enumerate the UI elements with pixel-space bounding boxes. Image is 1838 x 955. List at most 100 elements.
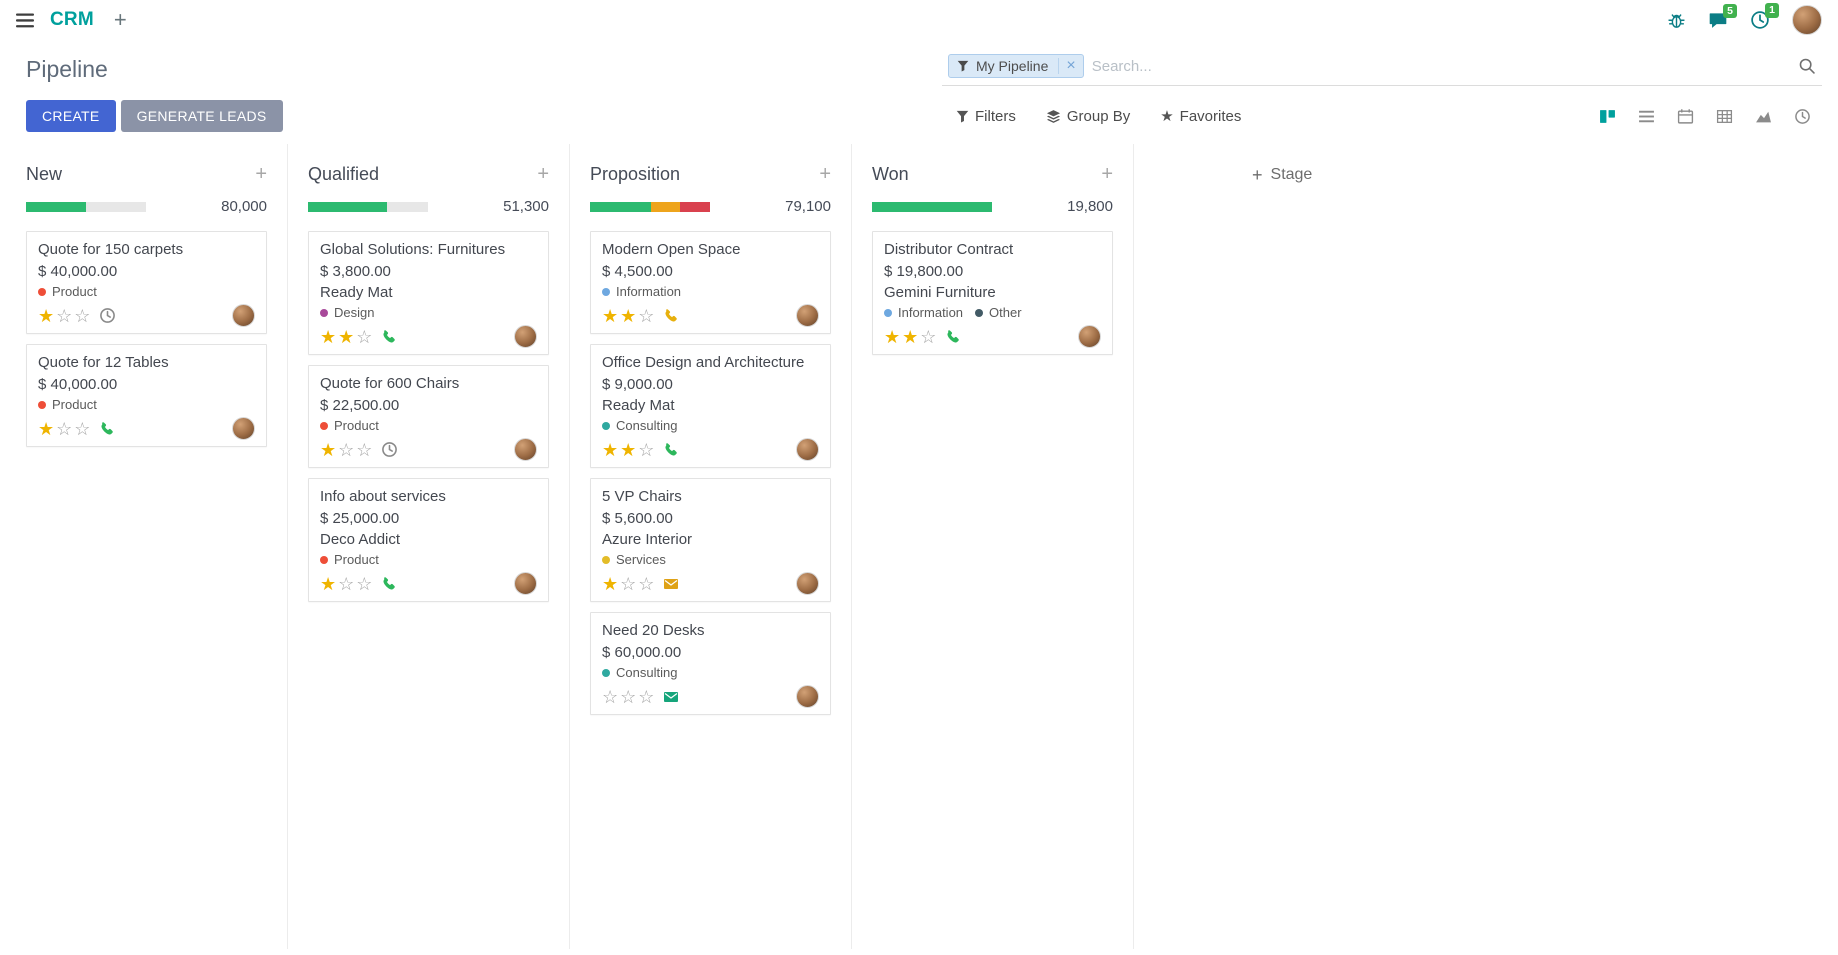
priority-star-icon[interactable]: ★ [38, 305, 55, 326]
add-stage-button[interactable]: + Stage [1252, 166, 1312, 184]
column-quick-create-icon[interactable]: + [1101, 163, 1113, 185]
column-progressbar[interactable] [308, 201, 428, 212]
kanban-card[interactable]: Info about services $ 25,000.00 Deco Addic… [308, 478, 549, 602]
phone-icon[interactable] [945, 329, 961, 345]
priority-star-icon[interactable]: ★ [902, 326, 919, 347]
progress-segment [308, 201, 388, 212]
priority-star-icon[interactable]: ☆ [638, 573, 655, 594]
priority-star-icon[interactable]: ☆ [74, 305, 91, 326]
phone-icon[interactable] [663, 442, 679, 458]
graph-view-button[interactable] [1744, 103, 1783, 130]
filters-menu[interactable]: Filters [956, 108, 1016, 125]
favorites-menu[interactable]: ★ Favorites [1160, 108, 1241, 125]
tag-label: Product [52, 284, 97, 299]
kanban-card[interactable]: Quote for 150 carpets $ 40,000.00 Product ★… [26, 231, 267, 334]
list-view-button[interactable] [1627, 103, 1666, 130]
tag-label: Product [334, 418, 379, 433]
priority-star-icon[interactable]: ☆ [602, 686, 619, 707]
kanban-card[interactable]: Distributor Contract $ 19,800.00 Gemini Fu… [872, 231, 1113, 355]
priority-star-icon[interactable]: ☆ [356, 573, 373, 594]
card-footer: ★ ☆ ☆ [38, 304, 255, 327]
clock-icon[interactable] [99, 307, 116, 324]
column-progress-row: 19,800 [872, 198, 1113, 215]
priority-star-icon[interactable]: ☆ [56, 305, 73, 326]
clock-icon[interactable] [381, 441, 398, 458]
priority-star-icon[interactable]: ★ [602, 439, 619, 460]
priority-star-icon[interactable]: ☆ [338, 439, 355, 460]
priority-star-icon[interactable]: ★ [602, 573, 619, 594]
priority-star-icon[interactable]: ★ [620, 439, 637, 460]
priority-star-icon[interactable]: ★ [884, 326, 901, 347]
phone-icon[interactable] [663, 308, 679, 324]
priority-star-icon[interactable]: ★ [620, 305, 637, 326]
priority-stars: ☆ ☆ ☆ [602, 688, 654, 706]
progress-segment [26, 201, 86, 212]
kanban-view-button[interactable] [1588, 103, 1627, 130]
priority-star-icon[interactable]: ☆ [638, 686, 655, 707]
column-quick-create-icon[interactable]: + [819, 163, 831, 185]
priority-star-icon[interactable]: ☆ [356, 326, 373, 347]
calendar-view-button[interactable] [1666, 103, 1705, 130]
priority-star-icon[interactable]: ☆ [620, 573, 637, 594]
column-progressbar[interactable] [590, 201, 710, 212]
priority-star-icon[interactable]: ☆ [638, 439, 655, 460]
generate-leads-button[interactable]: GENERATE LEADS [120, 100, 283, 132]
salesperson-avatar [1078, 325, 1101, 348]
priority-star-icon[interactable]: ☆ [74, 418, 91, 439]
hamburger-menu-icon[interactable] [16, 13, 34, 28]
column-header: Won + [872, 164, 1113, 185]
tag-color-dot [320, 308, 328, 317]
search-icon[interactable] [1798, 57, 1816, 75]
activity-view-button[interactable] [1783, 103, 1822, 130]
app-name[interactable]: CRM [50, 9, 94, 30]
pivot-view-button[interactable] [1705, 103, 1744, 130]
add-icon[interactable]: + [113, 7, 127, 32]
column-progressbar[interactable] [26, 201, 146, 212]
page-title: Pipeline [26, 55, 108, 82]
kanban-card[interactable]: Office Design and Architecture $ 9,000.00… [590, 344, 831, 468]
kanban-card[interactable]: Quote for 12 Tables $ 40,000.00 Product ★ ☆ ☆ [26, 344, 267, 447]
kanban-card[interactable]: Modern Open Space $ 4,500.00 Information ★ ★… [590, 231, 831, 334]
priority-star-icon[interactable]: ☆ [338, 573, 355, 594]
create-button[interactable]: CREATE [26, 100, 116, 132]
kanban-card[interactable]: Need 20 Desks $ 60,000.00 Consulting ☆ ☆ ☆ [590, 612, 831, 715]
phone-icon[interactable] [99, 421, 115, 437]
card-footer: ★ ☆ ☆ [38, 417, 255, 440]
priority-star-icon[interactable]: ★ [338, 326, 355, 347]
priority-star-icon[interactable]: ★ [38, 418, 55, 439]
priority-stars: ★ ☆ ☆ [38, 420, 90, 438]
priority-star-icon[interactable]: ☆ [620, 686, 637, 707]
priority-star-icon[interactable]: ★ [320, 326, 337, 347]
user-avatar[interactable] [1792, 5, 1822, 35]
priority-stars: ★ ☆ ☆ [320, 575, 372, 593]
group-by-menu[interactable]: Group By [1046, 108, 1130, 125]
priority-star-icon[interactable]: ☆ [56, 418, 73, 439]
facet-remove-icon[interactable]: × [1058, 58, 1076, 74]
priority-star-icon[interactable]: ☆ [638, 305, 655, 326]
column-quick-create-icon[interactable]: + [537, 163, 549, 185]
tag-color-dot [602, 668, 610, 677]
messages-icon[interactable]: 5 [1708, 3, 1737, 30]
activities-clock-icon[interactable]: 1 [1750, 3, 1779, 30]
top-navbar: CRM + 5 1 [0, 0, 1838, 40]
salesperson-avatar [232, 304, 255, 327]
priority-star-icon[interactable]: ★ [320, 439, 337, 460]
priority-star-icon[interactable]: ★ [602, 305, 619, 326]
kanban-card[interactable]: Global Solutions: Furnitures $ 3,800.00 Re… [308, 231, 549, 355]
kanban-card[interactable]: Quote for 600 Chairs $ 22,500.00 Product ★ ☆… [308, 365, 549, 468]
phone-icon[interactable] [381, 329, 397, 345]
priority-star-icon[interactable]: ★ [320, 573, 337, 594]
card-title: Quote for 150 carpets [38, 241, 184, 258]
envelope-icon[interactable] [663, 576, 679, 592]
bug-icon[interactable] [1667, 11, 1686, 30]
salesperson-avatar [514, 438, 537, 461]
column-quick-create-icon[interactable]: + [255, 163, 267, 185]
phone-icon[interactable] [381, 576, 397, 592]
column-progressbar[interactable] [872, 201, 992, 212]
priority-star-icon[interactable]: ☆ [356, 439, 373, 460]
envelope-icon[interactable] [663, 689, 679, 705]
column-progress-row: 51,300 [308, 198, 549, 215]
search-input[interactable] [1083, 55, 1798, 77]
priority-star-icon[interactable]: ☆ [920, 326, 937, 347]
kanban-card[interactable]: 5 VP Chairs $ 5,600.00 Azure Interior Servi… [590, 478, 831, 602]
